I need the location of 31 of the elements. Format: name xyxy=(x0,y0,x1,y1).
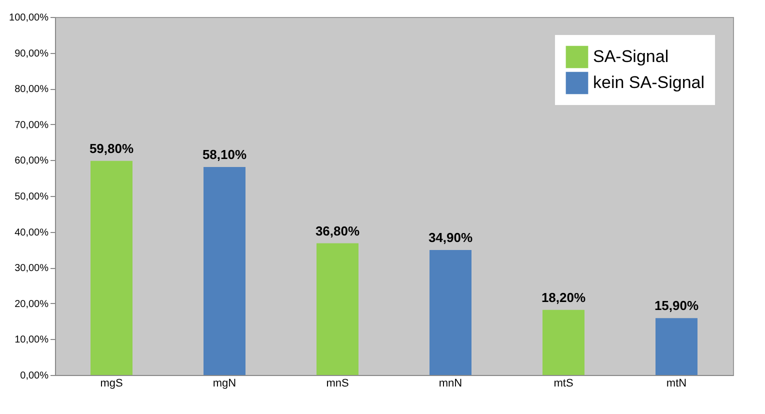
data-label: 18,20% xyxy=(541,290,586,305)
y-tick-label: 60,00% xyxy=(14,156,49,167)
y-tick-label: 70,00% xyxy=(14,120,49,131)
data-label: 59,80% xyxy=(89,140,134,156)
bar xyxy=(204,167,246,375)
data-label: 15,90% xyxy=(654,298,699,314)
y-tick-label: 10,00% xyxy=(14,334,49,346)
data-label: 34,90% xyxy=(428,230,473,246)
x-tick-label: mgS xyxy=(100,378,123,390)
x-tick-label: mtS xyxy=(554,378,574,390)
bar xyxy=(316,243,358,375)
bar xyxy=(542,310,584,375)
legend-label: SA-Signal xyxy=(593,47,669,66)
bar xyxy=(90,160,132,375)
x-tick-label: mtN xyxy=(666,378,687,390)
x-tick-label: mnN xyxy=(438,378,462,390)
bar xyxy=(430,250,472,375)
y-tick-label: 30,00% xyxy=(14,263,49,274)
y-tick-label: 0,00% xyxy=(20,370,49,382)
y-tick-label: 50,00% xyxy=(14,192,49,202)
y-tick-label: 80,00% xyxy=(14,84,49,96)
y-tick-label: 100,00% xyxy=(9,12,49,24)
data-label: 36,80% xyxy=(315,223,360,238)
y-tick-label: 20,00% xyxy=(14,298,49,310)
legend-label: kein SA-Signal xyxy=(593,73,705,92)
y-tick-label: 40,00% xyxy=(14,227,49,238)
data-label: 58,10% xyxy=(202,147,247,162)
x-tick-label: mgN xyxy=(212,378,236,390)
x-tick-label: mnS xyxy=(326,378,349,390)
bar xyxy=(656,318,698,375)
y-tick-label: 90,00% xyxy=(14,48,49,60)
